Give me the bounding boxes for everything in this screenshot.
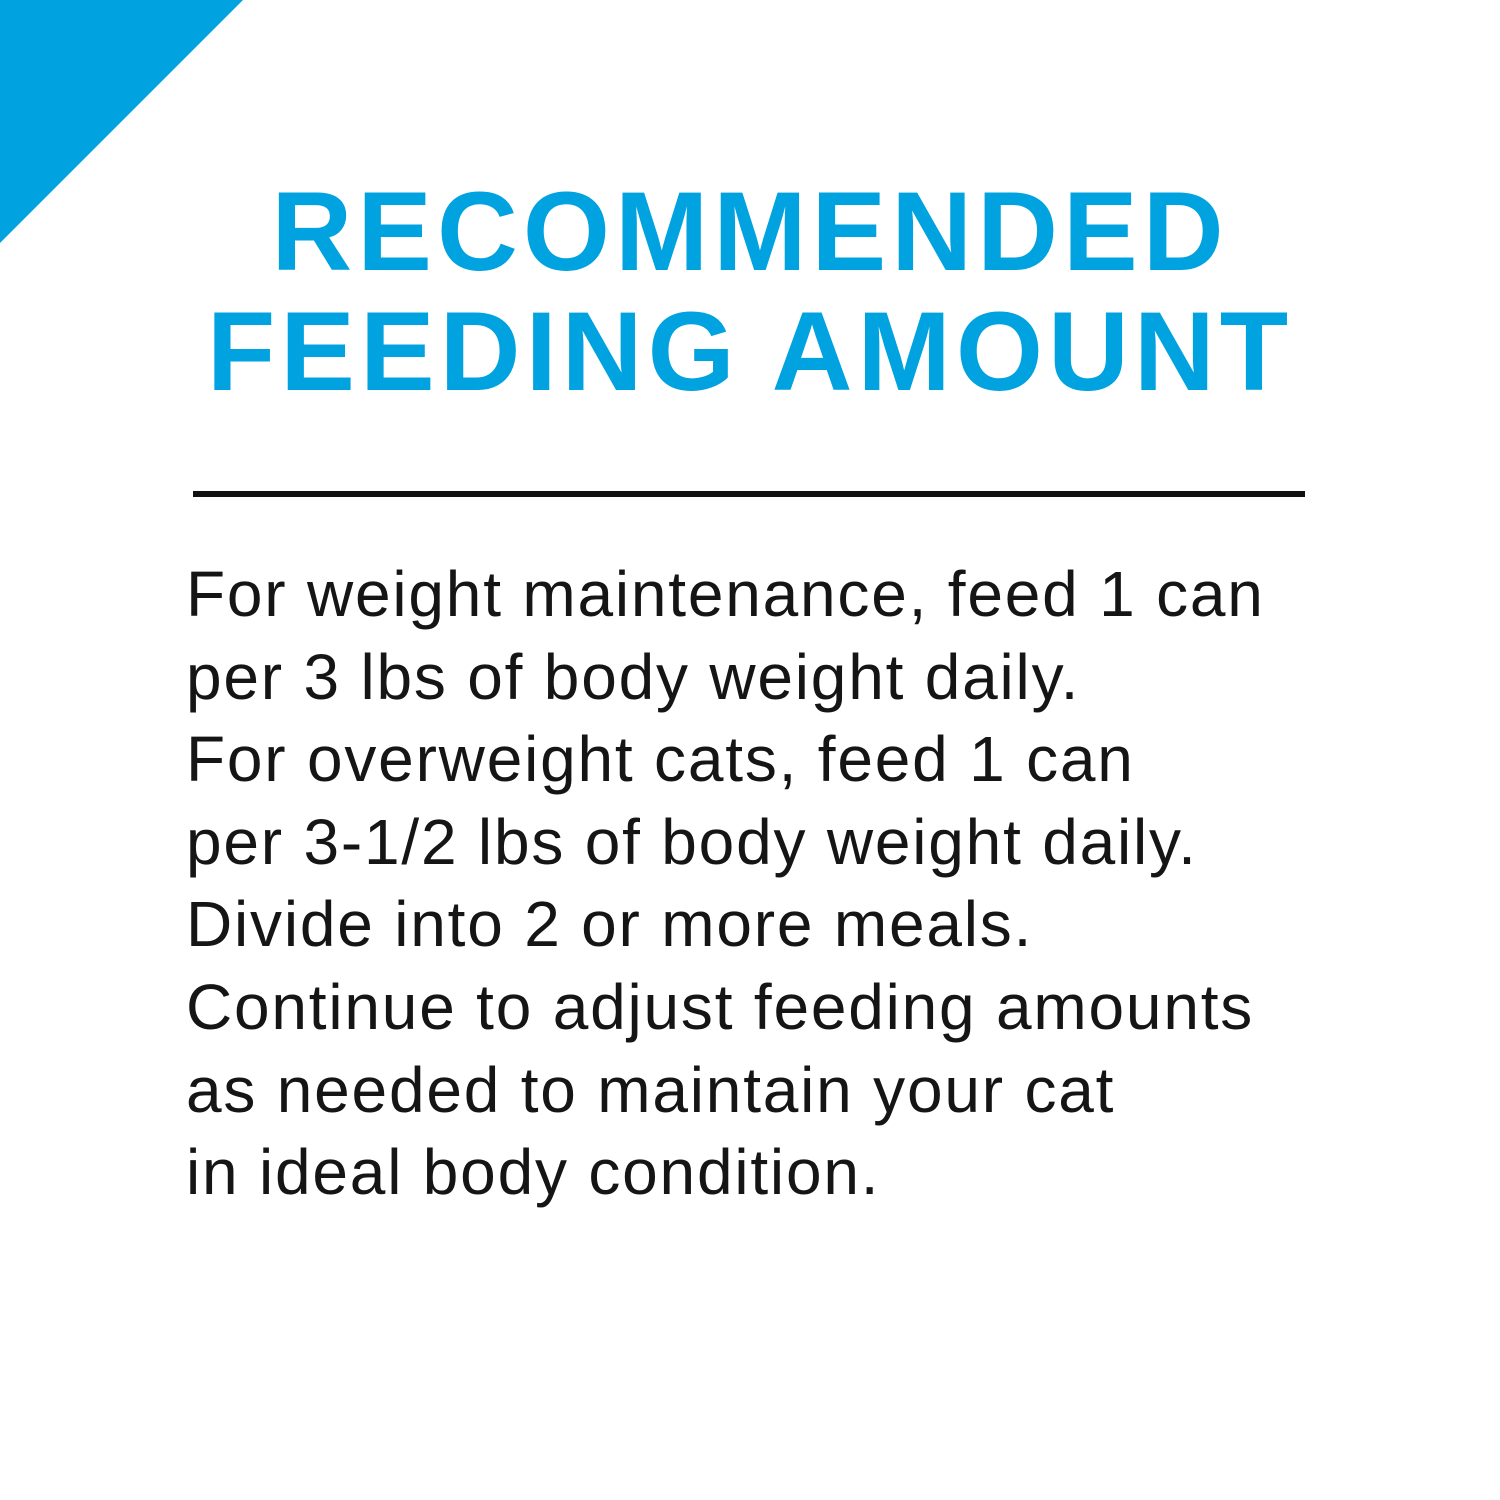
title-line-1: RECOMMENDED [271, 169, 1229, 294]
body-line: Continue to adjust feeding amounts [186, 970, 1255, 1043]
body-line: as needed to maintain your cat [186, 1053, 1116, 1126]
title-line-2: FEEDING AMOUNT [206, 289, 1294, 414]
body-line: Divide into 2 or more meals. [186, 888, 1034, 961]
feeding-instructions: For weight maintenance, feed 1 can per 3… [186, 553, 1265, 1214]
body-line: in ideal body condition. [186, 1136, 881, 1209]
body-line: For weight maintenance, feed 1 can [186, 558, 1265, 630]
body-line: For overweight cats, feed 1 can [186, 723, 1135, 796]
body-line: per 3-1/2 lbs of body weight daily. [186, 805, 1198, 878]
body-line: per 3 lbs of body weight daily. [186, 640, 1081, 713]
divider [193, 491, 1305, 497]
corner-accent-triangle [0, 0, 243, 243]
